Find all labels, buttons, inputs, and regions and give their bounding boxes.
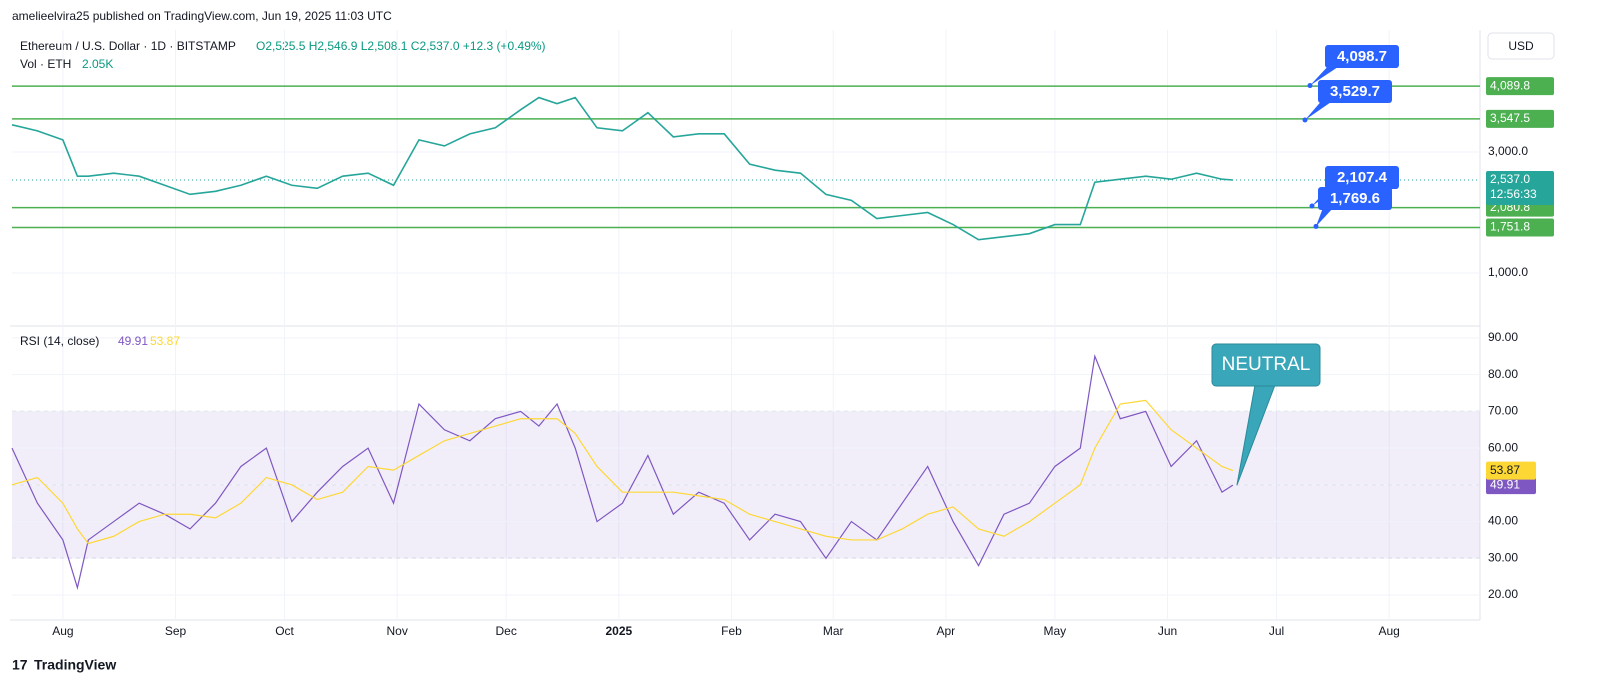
callout-box (1325, 45, 1399, 68)
callout-anchor (1313, 223, 1319, 229)
y-tick-label: 70.00 (1488, 404, 1518, 418)
x-tick-label: Dec (496, 624, 517, 638)
rsi-title: RSI (14, close) (20, 334, 99, 348)
countdown: 12:56:33 (1490, 187, 1537, 201)
rsi-value-label: 53.87 (1490, 463, 1520, 477)
x-tick-label: Jul (1269, 624, 1284, 638)
x-tick-label: Mar (823, 624, 844, 638)
y-tick-label: 80.00 (1488, 367, 1518, 381)
brand-logo: 17 (12, 657, 28, 673)
callout-pointer (1310, 63, 1341, 86)
y-tick-label: 40.00 (1488, 514, 1518, 528)
x-tick-label: Sep (165, 624, 187, 638)
x-tick-label: Apr (937, 624, 956, 638)
callout-anchor (1309, 203, 1315, 209)
x-tick-label: May (1044, 624, 1067, 638)
callout-anchor (1307, 83, 1313, 89)
level-label: 4,089.8 (1490, 78, 1530, 92)
symbol: Ethereum / U.S. Dollar · 1D · BITSTAMP (20, 39, 236, 53)
rsi-legend-value: 49.91 (118, 334, 148, 348)
y-tick-label: 60.00 (1488, 440, 1518, 454)
x-tick-label: Aug (52, 624, 73, 638)
volume-value: 2.05K (82, 57, 113, 71)
x-tick-label: Jun (1158, 624, 1177, 638)
level-label: 3,547.5 (1490, 111, 1530, 125)
neutral-label: NEUTRAL (1222, 354, 1311, 375)
last-price-box (1486, 171, 1554, 206)
last-price-label: 2,537.0 (1490, 172, 1530, 186)
y-tick-label: 30.00 (1488, 550, 1518, 564)
callout-label: 3,529.7 (1330, 83, 1380, 100)
y-tick-label: 3,000.0 (1488, 144, 1528, 158)
neutral-box (1211, 343, 1321, 387)
currency[interactable]: USD (1508, 39, 1534, 53)
rsi-ma-legend-value: 53.87 (150, 334, 180, 348)
ohlc: O2,525.5 H2,546.9 L2,508.1 C2,537.0 +12.… (256, 39, 546, 53)
x-tick-label: 2025 (605, 624, 632, 638)
price-line (11, 96, 1233, 241)
callout-anchor (1302, 117, 1308, 123)
callout-label: 2,107.4 (1337, 169, 1388, 186)
level-box (1486, 218, 1554, 237)
rsi-value-box (1486, 461, 1536, 480)
x-tick-label: Nov (386, 624, 407, 638)
callout-pointer (1305, 98, 1334, 120)
rsi-value-box (1486, 476, 1536, 495)
callout-label: 4,098.7 (1337, 48, 1387, 65)
currency-button[interactable] (1487, 32, 1555, 60)
callout-label: 1,769.6 (1330, 190, 1380, 207)
x-tick-label: Oct (275, 624, 294, 638)
x-tick-label: Feb (721, 624, 742, 638)
y-tick-label: 90.00 (1488, 330, 1518, 344)
callout-box (1318, 80, 1392, 103)
callout-pointer (1316, 205, 1334, 227)
publisher: amelieelvira25 published on TradingView.… (12, 9, 392, 23)
level-box (1486, 109, 1554, 128)
level-box (1486, 77, 1554, 96)
volume-label: Vol · ETH (20, 57, 71, 71)
callout-box (1325, 166, 1399, 189)
rsi-value-label: 49.91 (1490, 477, 1520, 491)
x-tick-label: Aug (1378, 624, 1399, 638)
y-tick-label: 20.00 (1488, 587, 1518, 601)
brand: TradingView (34, 657, 116, 673)
level-label: 1,751.8 (1490, 220, 1530, 234)
callout-box (1318, 187, 1392, 210)
price-line (11, 399, 1234, 545)
y-tick-label: 1,000.0 (1488, 265, 1528, 279)
